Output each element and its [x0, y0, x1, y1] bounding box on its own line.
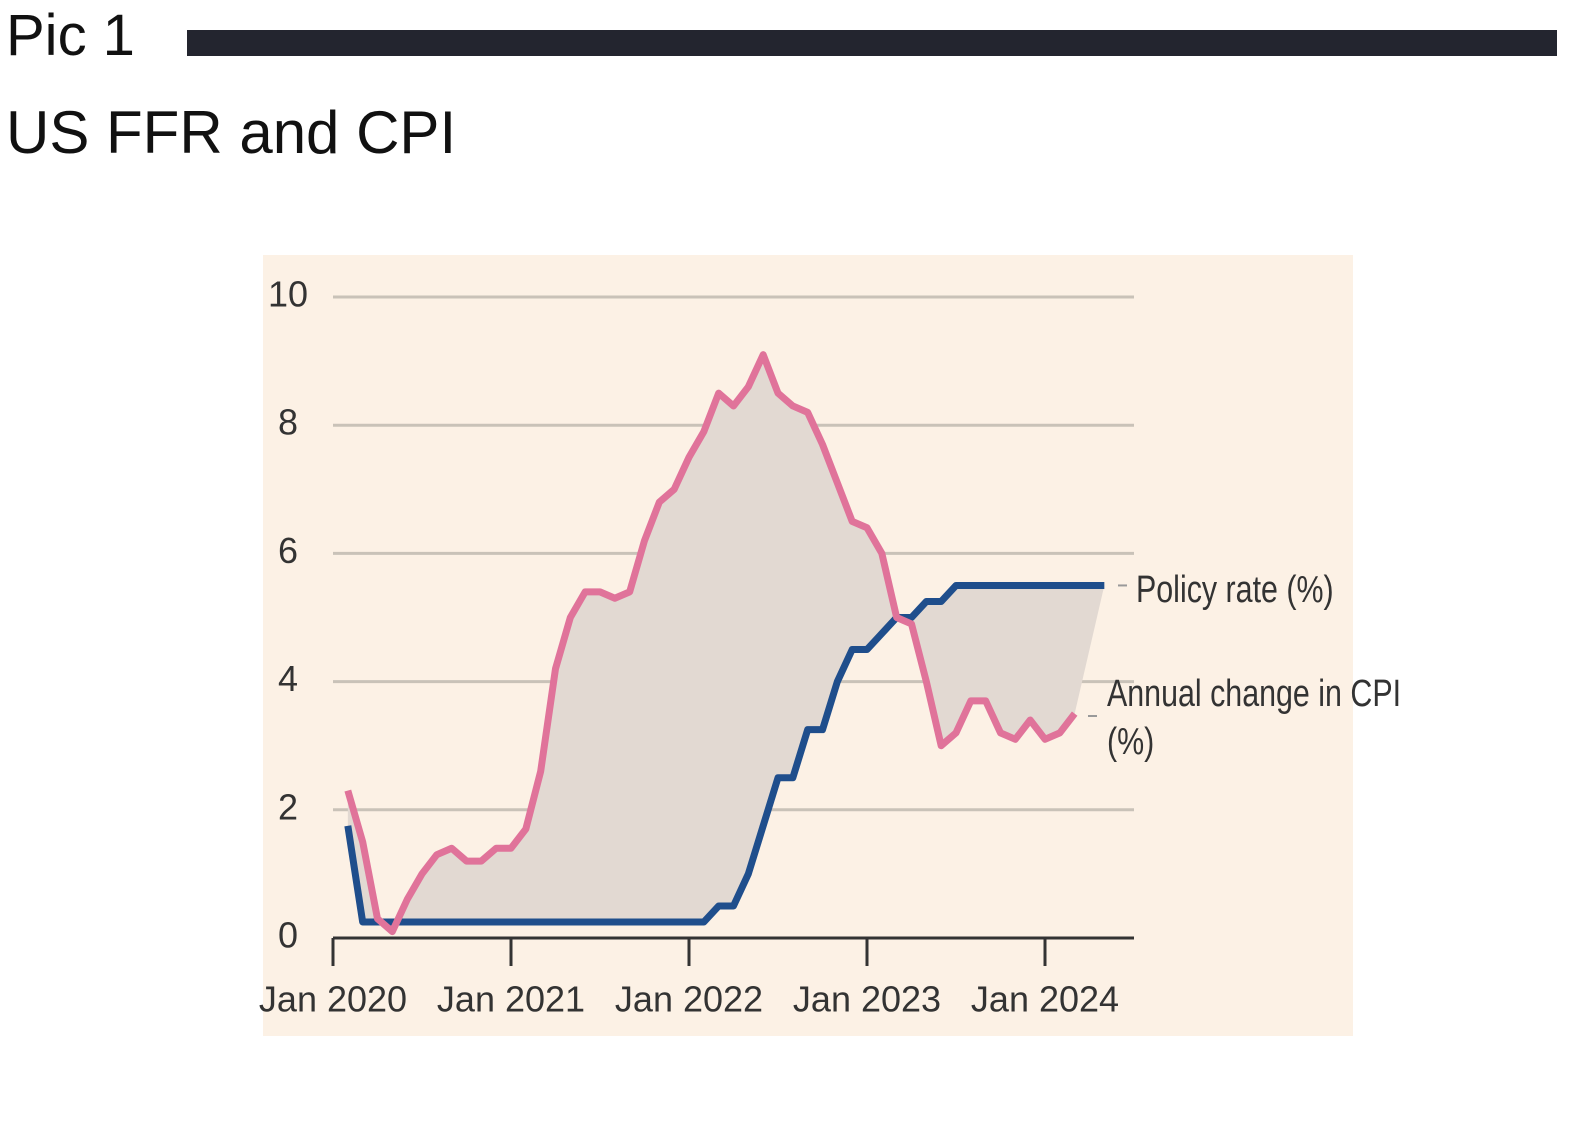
y-tick-label: 0: [278, 915, 298, 956]
y-tick-label: 8: [278, 402, 298, 443]
series-line: [344, 581, 1105, 926]
series-label: Annual change in CPI (%): [1107, 673, 1402, 763]
x-tick-label: Jan 2020: [259, 979, 407, 1020]
series-line: [344, 351, 1078, 936]
y-tick-label: 10: [268, 274, 308, 315]
x-tick-label: Jan 2021: [437, 979, 585, 1020]
y-tick-label: 4: [278, 658, 298, 699]
y-tick-label: 2: [278, 786, 298, 827]
chart-title: US FFR and CPI: [6, 99, 457, 166]
x-tick-label: Jan 2023: [793, 979, 941, 1020]
y-tick-label: 6: [278, 530, 298, 571]
x-tick-label: Jan 2024: [971, 979, 1119, 1020]
x-tick-label: Jan 2022: [615, 979, 763, 1020]
pic-label: Pic 1: [6, 3, 135, 68]
header-bar: [187, 30, 1557, 56]
series-label: Policy rate (%): [1136, 569, 1334, 611]
